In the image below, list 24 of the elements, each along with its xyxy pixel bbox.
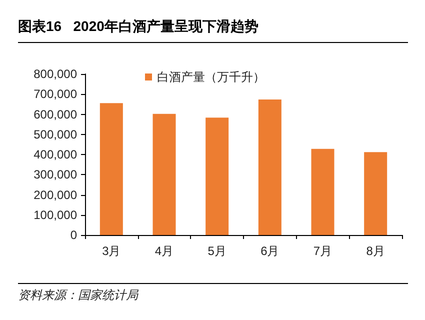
x-tick-label: 4月 bbox=[154, 244, 174, 258]
bar bbox=[152, 114, 176, 235]
y-tick-label: 200,000 bbox=[34, 188, 78, 202]
y-tick-label: 600,000 bbox=[34, 107, 78, 122]
bar bbox=[311, 148, 334, 235]
legend-label: 白酒产量（万千升） bbox=[157, 70, 265, 84]
y-tick-label: 500,000 bbox=[34, 127, 78, 142]
x-tick-label: 5月 bbox=[208, 244, 226, 258]
bar bbox=[364, 152, 388, 235]
x-tick-label: 8月 bbox=[366, 244, 385, 258]
x-tick-label: 7月 bbox=[313, 244, 332, 258]
x-tick-label: 3月 bbox=[102, 244, 121, 258]
y-tick-label: 700,000 bbox=[34, 87, 78, 102]
y-tick-label: 300,000 bbox=[34, 168, 78, 182]
bar bbox=[258, 100, 282, 235]
bar bbox=[206, 118, 229, 235]
text: 资料来源：国家统计局 bbox=[18, 287, 140, 304]
y-tick-label: 0 bbox=[70, 228, 78, 242]
y-tick-label: 800,000 bbox=[34, 67, 78, 81]
y-tick-label: 400,000 bbox=[34, 148, 78, 162]
bar bbox=[100, 103, 123, 235]
y-tick-label: 100,000 bbox=[34, 208, 78, 222]
chart-title: 图表16 2020年白酒产量呈现下滑趋势 bbox=[18, 18, 408, 43]
x-tick-label: 6月 bbox=[260, 244, 280, 258]
